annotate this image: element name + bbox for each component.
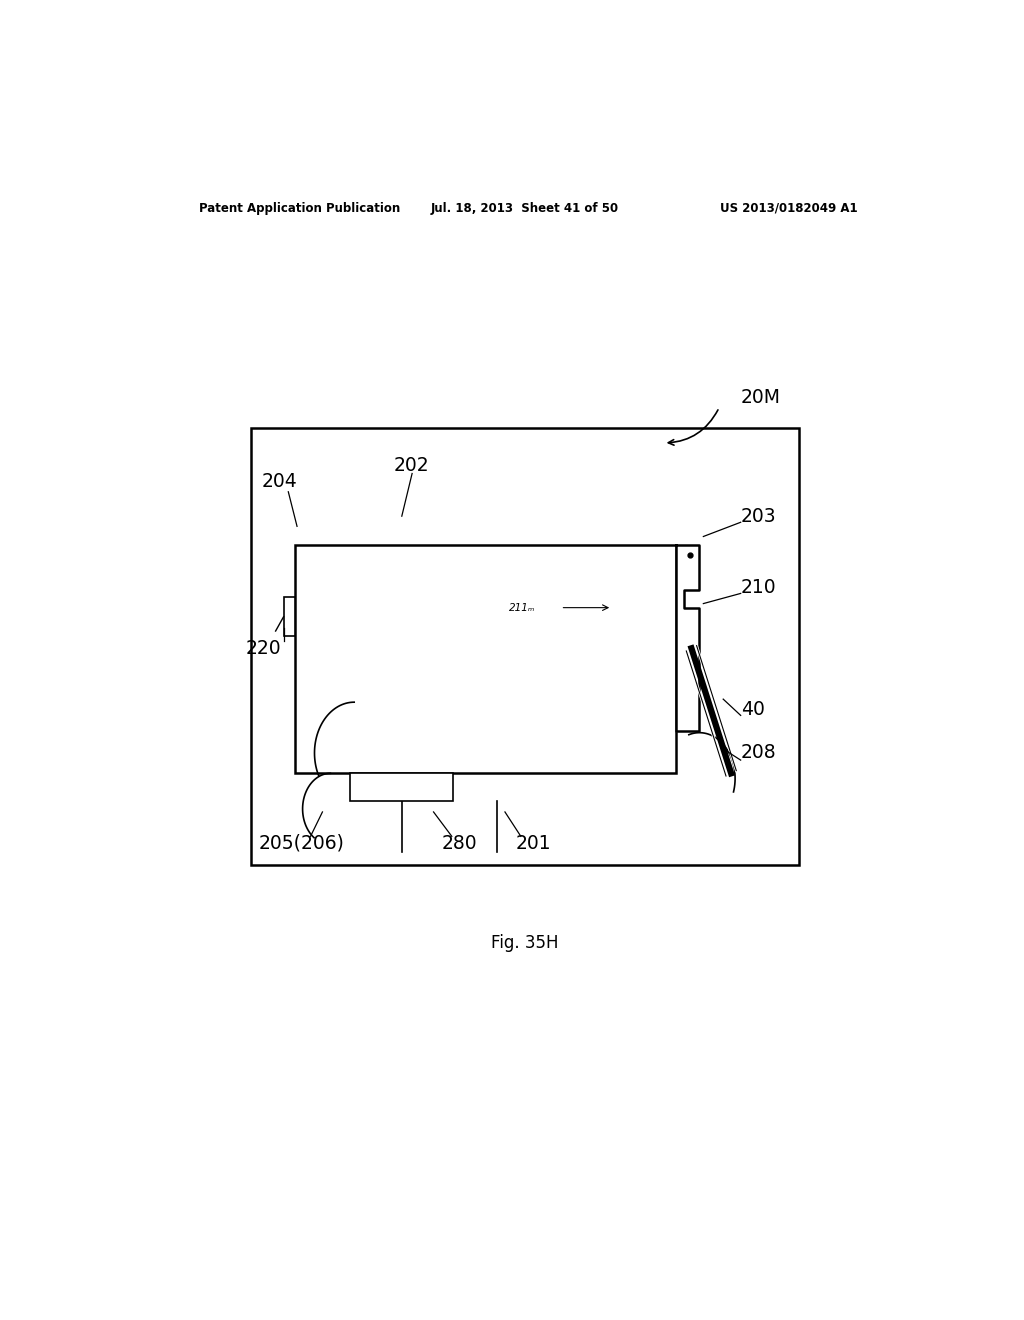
Text: 40: 40 [740,700,765,719]
Bar [284,598,295,636]
Text: 204: 204 [261,473,297,491]
Bar [251,428,799,865]
Text: 201: 201 [515,834,551,853]
Text: 280: 280 [441,834,477,853]
Text: Fig. 35H: Fig. 35H [492,935,558,952]
Text: 210: 210 [740,578,776,597]
Text: 202: 202 [394,455,429,475]
Polygon shape [676,545,699,731]
Bar [350,774,454,801]
Bar [295,545,676,774]
Text: Jul. 18, 2013  Sheet 41 of 50: Jul. 18, 2013 Sheet 41 of 50 [431,202,618,215]
Text: 205(206): 205(206) [258,834,344,853]
Text: 208: 208 [740,743,776,763]
Text: 20M: 20M [740,388,780,407]
Text: US 2013/0182049 A1: US 2013/0182049 A1 [721,202,858,215]
Text: 203: 203 [740,507,776,525]
Text: 211ₘ: 211ₘ [509,603,536,612]
Text: Patent Application Publication: Patent Application Publication [200,202,400,215]
Text: 220: 220 [246,639,281,657]
